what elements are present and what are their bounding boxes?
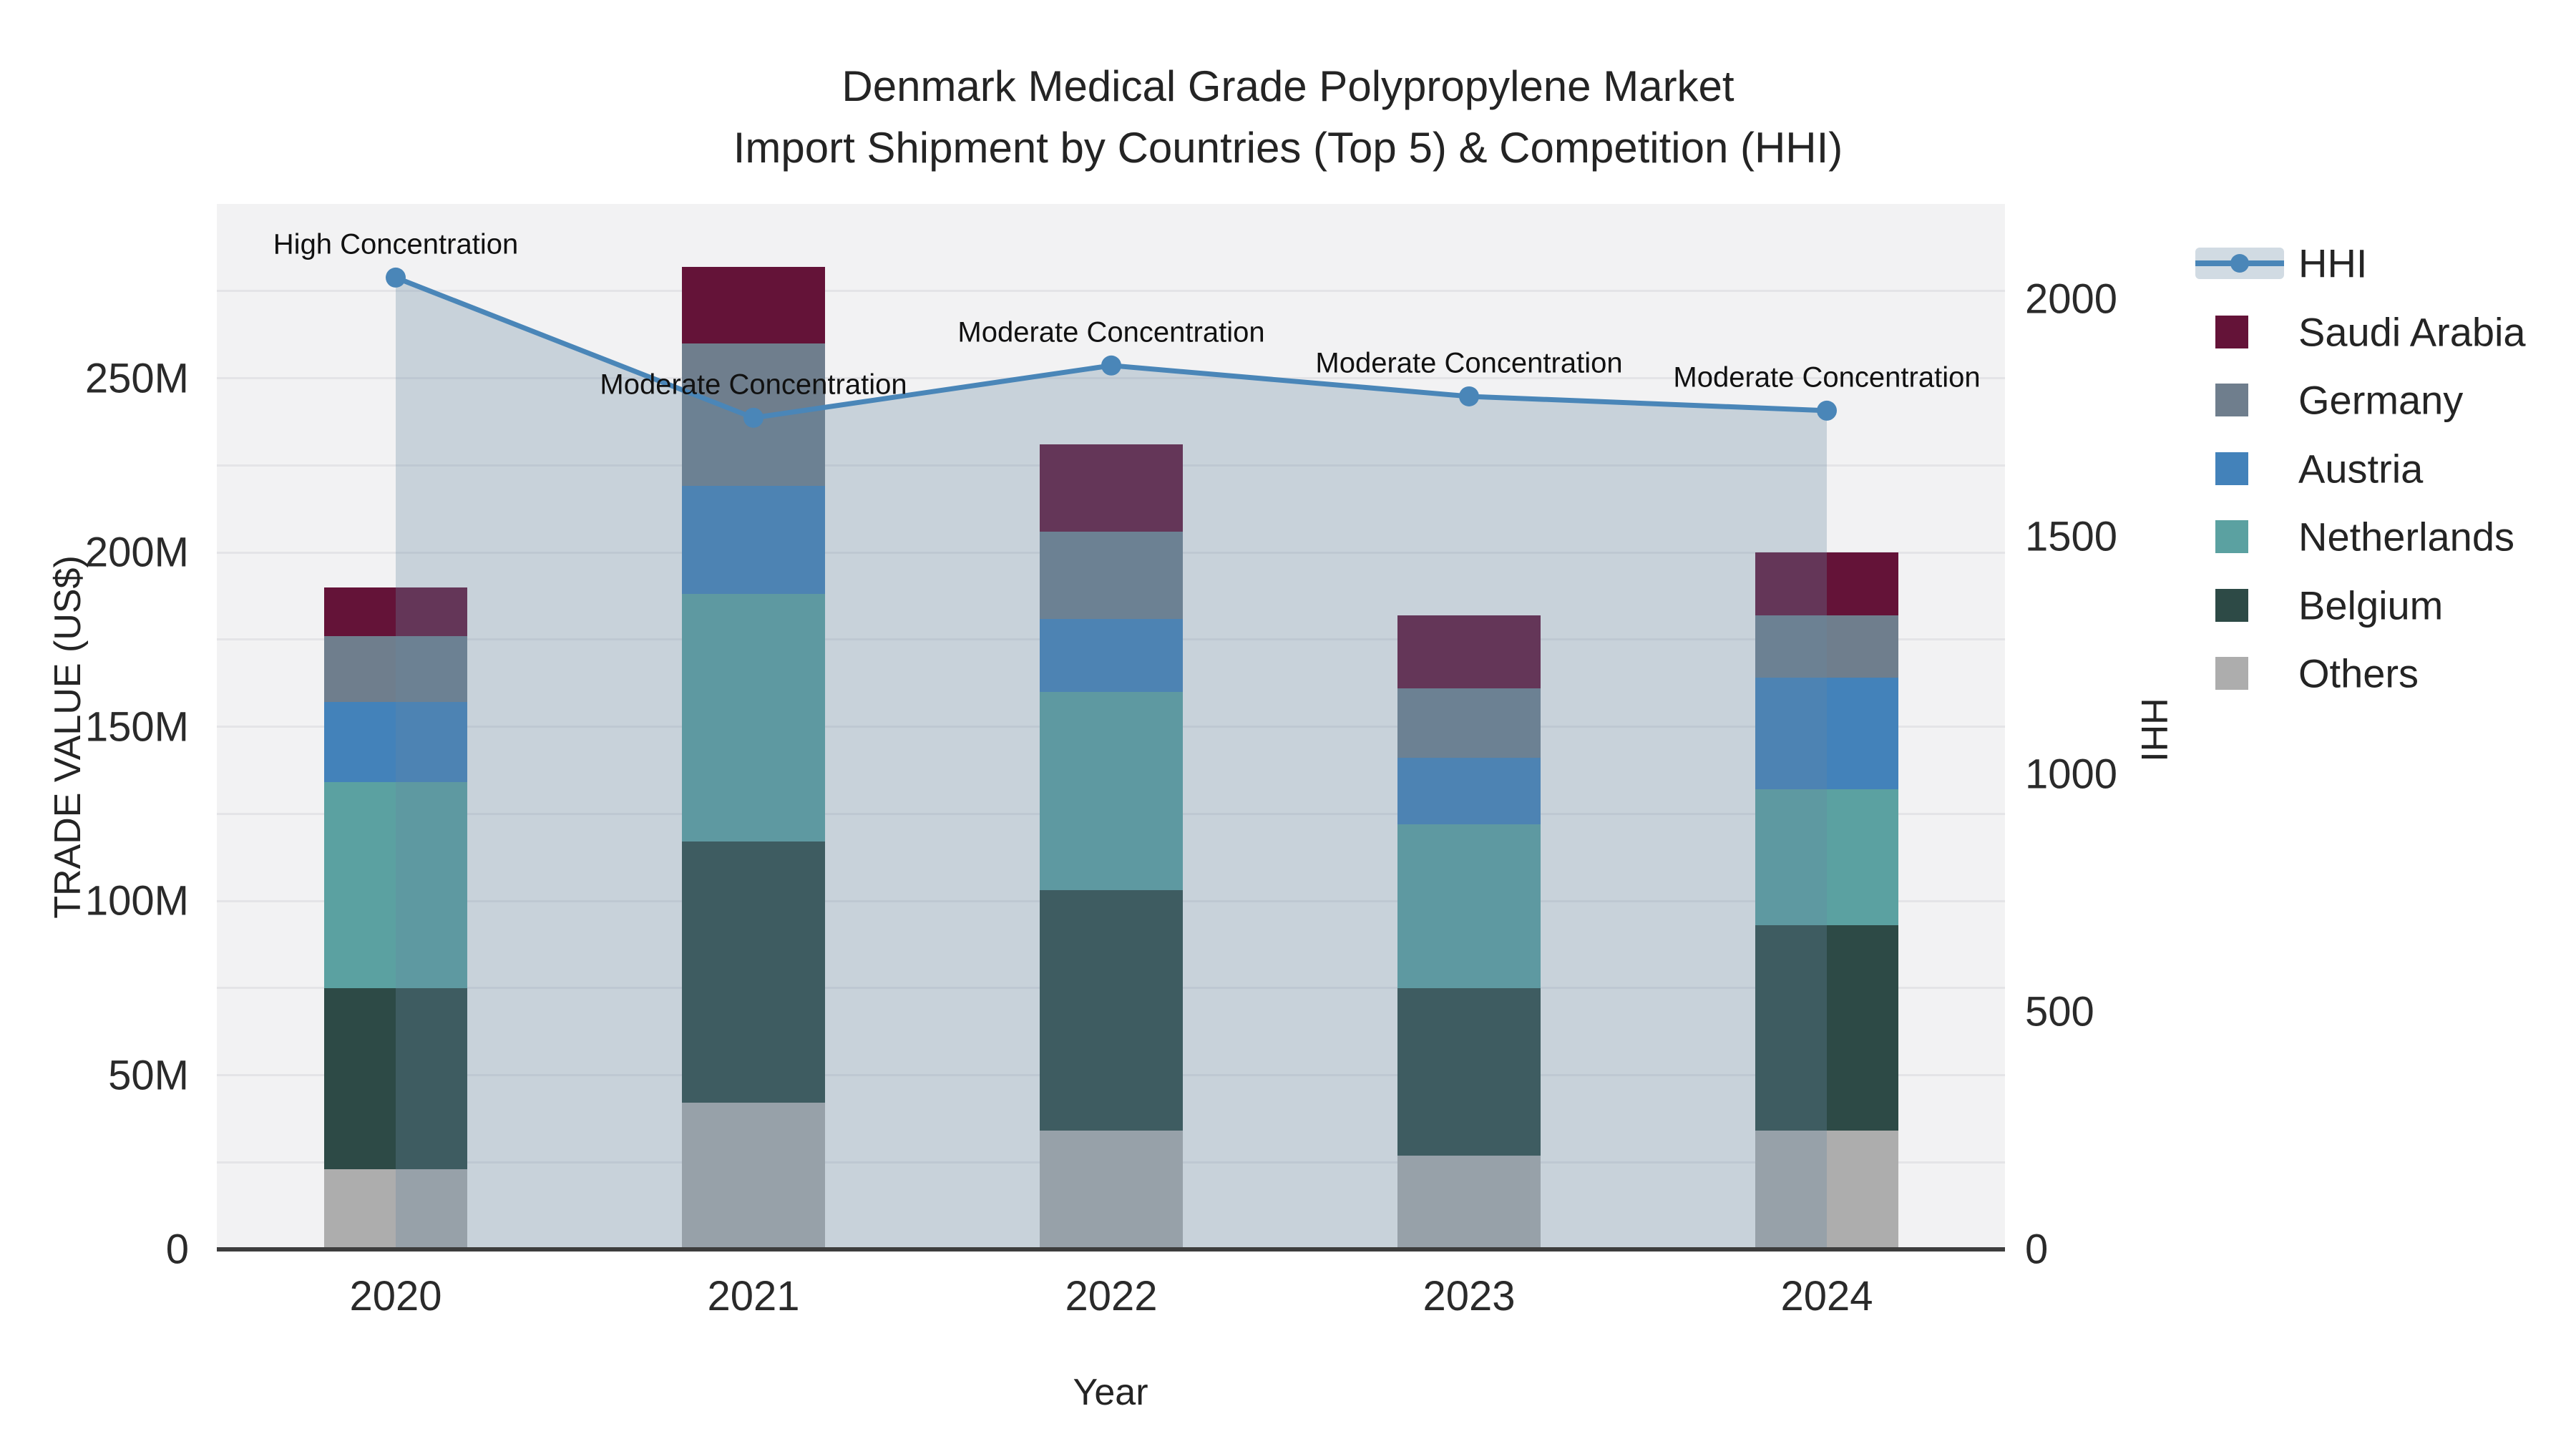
y-right-tick-1000: 1000 <box>2025 751 2118 798</box>
x-tick-2021: 2021 <box>707 1273 800 1319</box>
y-right-tick-2000: 2000 <box>2025 275 2118 323</box>
legend-swatch-saudi-arabia[interactable] <box>2215 315 2248 348</box>
bar-segment-2022-germany[interactable] <box>1040 531 1183 619</box>
legend-label-austria[interactable]: Austria <box>2298 446 2424 491</box>
hhi-point-2020[interactable] <box>386 267 406 288</box>
gridline-275M <box>217 290 2005 293</box>
annotation-2020: High Concentration <box>273 228 519 260</box>
x-tick-2020: 2020 <box>349 1273 442 1319</box>
bar-segment-2024-austria[interactable] <box>1755 678 1898 790</box>
y-right-tick-1500: 1500 <box>2025 513 2118 560</box>
legend-label-belgium[interactable]: Belgium <box>2298 582 2444 628</box>
legend-swatch-others[interactable] <box>2215 657 2248 690</box>
y-right-tick-0: 0 <box>2025 1226 2049 1273</box>
legend-marker-hhi[interactable] <box>2195 248 2284 279</box>
bar-segment-2020-germany[interactable] <box>324 635 467 703</box>
bar-segment-2021-others[interactable] <box>682 1103 825 1249</box>
legend-swatch-austria[interactable] <box>2215 452 2248 485</box>
bar-segment-2021-netherlands[interactable] <box>682 594 825 842</box>
hhi-point-2023[interactable] <box>1459 386 1479 406</box>
bar-segment-2024-others[interactable] <box>1755 1131 1898 1249</box>
bar-segment-2024-belgium[interactable] <box>1755 925 1898 1131</box>
annotation-2021: Moderate Concentration <box>600 369 907 401</box>
legend-label-germany[interactable]: Germany <box>2298 377 2464 423</box>
y-left-tick-0: 0 <box>165 1226 189 1273</box>
x-tick-2022: 2022 <box>1065 1273 1158 1319</box>
legend-label-saudi-arabia[interactable]: Saudi Arabia <box>2298 309 2526 354</box>
bar-segment-2022-belgium[interactable] <box>1040 890 1183 1131</box>
bar-segment-2021-belgium[interactable] <box>682 841 825 1103</box>
bar-segment-2024-saudi-arabia[interactable] <box>1755 552 1898 615</box>
bar-segment-2022-saudi-arabia[interactable] <box>1040 444 1183 532</box>
chart-title-line1: Denmark Medical Grade Polypropylene Mark… <box>841 62 1735 110</box>
x-tick-2023: 2023 <box>1423 1273 1516 1319</box>
x-tick-2024: 2024 <box>1780 1273 1873 1319</box>
y-left-tick-100M: 100M <box>84 877 189 924</box>
bar-segment-2020-others[interactable] <box>324 1169 467 1249</box>
legend-swatch-netherlands[interactable] <box>2215 520 2248 553</box>
legend-swatch-belgium[interactable] <box>2215 588 2248 622</box>
bar-segment-2024-netherlands[interactable] <box>1755 789 1898 926</box>
bar-segment-2021-austria[interactable] <box>682 486 825 595</box>
y-left-tick-250M: 250M <box>84 355 189 401</box>
bar-segment-2023-germany[interactable] <box>1397 688 1541 758</box>
bar-segment-2023-belgium[interactable] <box>1397 987 1541 1156</box>
x-axis-title: Year <box>1073 1372 1148 1413</box>
legend-swatch-germany[interactable] <box>2215 384 2248 416</box>
y-left-tick-50M: 50M <box>108 1052 189 1098</box>
hhi-point-2024[interactable] <box>1817 400 1837 421</box>
bar-segment-2023-others[interactable] <box>1397 1155 1541 1249</box>
legend-label-others[interactable]: Others <box>2298 650 2419 696</box>
y-left-tick-200M: 200M <box>84 529 189 576</box>
y-right-tick-500: 500 <box>2025 988 2094 1035</box>
gridline-250M <box>217 377 2005 379</box>
hhi-point-2022[interactable] <box>1101 355 1121 376</box>
bar-segment-2020-netherlands[interactable] <box>324 782 467 988</box>
legend-label-netherlands[interactable]: Netherlands <box>2298 514 2514 560</box>
bar-segment-2020-austria[interactable] <box>324 702 467 783</box>
hhi-area-fill <box>396 277 1827 1249</box>
bar-segment-2023-netherlands[interactable] <box>1397 824 1541 988</box>
x-axis-line <box>217 1247 2005 1252</box>
bar-segment-2022-austria[interactable] <box>1040 618 1183 692</box>
hhi-legend-dot <box>2230 254 2249 273</box>
bar-segment-2020-saudi-arabia[interactable] <box>324 587 467 636</box>
bar-segment-2023-saudi-arabia[interactable] <box>1397 615 1541 688</box>
chart-title-line2: Import Shipment by Countries (Top 5) & C… <box>733 124 1843 172</box>
y-axis-right-title: HHI <box>2133 698 2175 762</box>
y-left-tick-150M: 150M <box>84 703 189 750</box>
bar-segment-2023-austria[interactable] <box>1397 758 1541 824</box>
legend-label-hhi[interactable]: HHI <box>2298 240 2368 286</box>
annotation-2023: Moderate Concentration <box>1315 347 1623 379</box>
bar-segment-2021-saudi-arabia[interactable] <box>682 266 825 343</box>
bar-segment-2020-belgium[interactable] <box>324 987 467 1169</box>
hhi-line-layer <box>386 267 1837 1249</box>
annotation-2022: Moderate Concentration <box>957 316 1265 348</box>
plot-area[interactable]: High Concentration Moderate Concentration… <box>217 204 2005 1249</box>
bar-segment-2022-netherlands[interactable] <box>1040 691 1183 891</box>
bar-segment-2024-germany[interactable] <box>1755 615 1898 678</box>
y-axis-left-title: TRADE VALUE (US$) <box>47 555 89 919</box>
bar-segment-2022-others[interactable] <box>1040 1131 1183 1249</box>
hhi-point-2021[interactable] <box>743 407 763 428</box>
annotation-2024: Moderate Concentration <box>1673 361 1981 394</box>
